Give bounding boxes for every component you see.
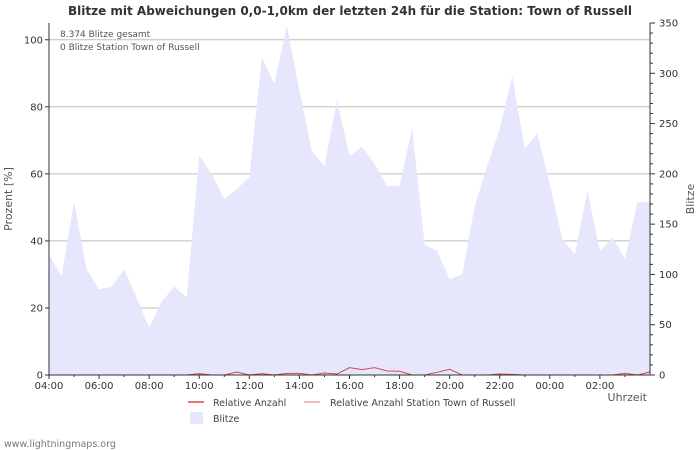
x-tick-label: 20:00	[435, 381, 464, 392]
blitze-area	[49, 26, 650, 376]
total-count-note: 8.374 Blitze gesamt	[60, 30, 151, 40]
x-tick-label: 06:00	[85, 381, 114, 392]
footer-credit: www.lightningmaps.org	[4, 439, 116, 450]
legend-label-blitze: Blitze	[213, 414, 240, 425]
x-tick-label: 00:00	[535, 381, 564, 392]
axis-ticks: 0 20 40 60 80 100 0 50 100 150 200 250 300 350 04:00 06…	[24, 19, 678, 393]
x-axis-label: Uhrzeit	[608, 391, 648, 404]
x-tick-label: 14:00	[285, 381, 314, 392]
legend-label-relative: Relative Anzahl	[213, 398, 286, 409]
y-left-tick-label: 100	[24, 35, 43, 46]
y-right-tick-label: 300	[659, 69, 678, 80]
y-right-tick-label: 0	[659, 371, 665, 382]
x-tick-label: 18:00	[385, 381, 414, 392]
station-count-note: 0 Blitze Station Town of Russell	[60, 43, 200, 53]
y-right-tick-label: 250	[659, 119, 678, 130]
y-left-tick-label: 20	[30, 303, 43, 314]
y-left-tick-label: 40	[30, 236, 43, 247]
x-tick-label: 10:00	[185, 381, 214, 392]
y-right-tick-label: 350	[659, 19, 678, 30]
x-tick-label: 12:00	[235, 381, 264, 392]
y-axis-right-label: Blitze	[684, 184, 697, 215]
legend-label-relative-station: Relative Anzahl Station Town of Russell	[330, 398, 515, 409]
y-right-tick-label: 100	[659, 270, 678, 281]
x-tick-label: 08:00	[135, 381, 164, 392]
chart-title: Blitze mit Abweichungen 0,0-1,0km der le…	[68, 4, 632, 18]
legend-swatch-blitze	[190, 412, 203, 424]
x-tick-label: 02:00	[586, 381, 615, 392]
y-left-tick-label: 80	[30, 102, 43, 113]
legend: Relative Anzahl Relative Anzahl Station …	[188, 398, 515, 425]
x-tick-label: 16:00	[335, 381, 364, 392]
y-axis-left-label: Prozent [%]	[2, 167, 15, 231]
y-right-tick-label: 150	[659, 220, 678, 231]
y-right-tick-label: 200	[659, 169, 678, 180]
x-tick-label: 04:00	[35, 381, 64, 392]
blitze-area-layer	[49, 26, 650, 376]
y-left-tick-label: 0	[37, 371, 43, 382]
x-tick-label: 22:00	[485, 381, 514, 392]
y-right-tick-label: 50	[659, 320, 672, 331]
y-left-tick-label: 60	[30, 169, 43, 180]
